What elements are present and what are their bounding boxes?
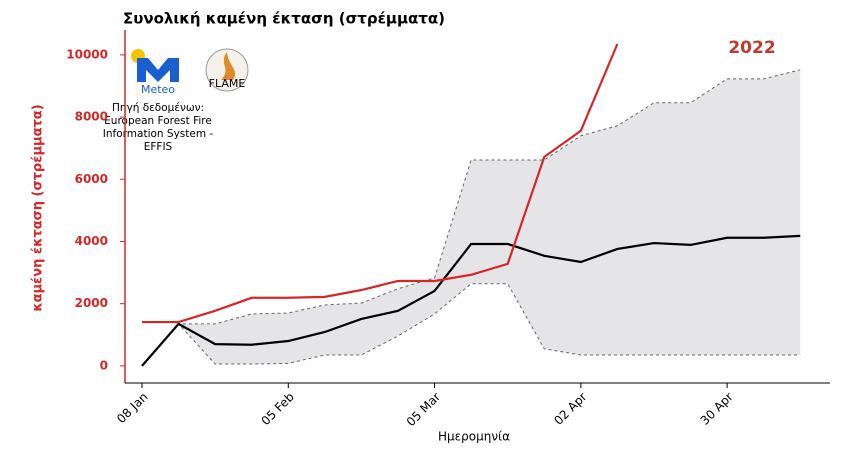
- source-line: Πηγή δεδομένων:: [112, 102, 204, 114]
- source-note: Πηγή δεδομένων:European Forest FireInfor…: [103, 102, 214, 153]
- source-line: European Forest Fire: [104, 115, 212, 127]
- line: [142, 43, 619, 324]
- x-axis-label: Ημερομηνία: [438, 430, 510, 444]
- source-line: Information System -: [103, 128, 214, 140]
- y-tick-label: 2000: [75, 296, 108, 310]
- logo-m: [137, 58, 179, 82]
- legend-label: 2022: [728, 38, 775, 58]
- y-tick-label: 6000: [75, 172, 108, 186]
- logo-flame: [221, 52, 236, 80]
- source-line: EFFIS: [144, 141, 173, 153]
- y-tick-label: 4000: [75, 234, 108, 248]
- chart-title: Συνολική καμένη έκταση (στρέμματα): [123, 10, 445, 28]
- band-fill: [142, 69, 801, 366]
- y-tick-label: 0: [100, 358, 108, 372]
- flame-logo: FLAME: [205, 48, 249, 92]
- line: [141, 234, 801, 367]
- meteo-logo: Meteo: [131, 49, 179, 96]
- logo-text: FLAME: [209, 77, 246, 90]
- y-tick-label: 8000: [75, 110, 108, 124]
- y-tick-label: 10000: [66, 47, 108, 61]
- y-axis-label: καμένη έκταση (στρέμματα): [31, 104, 46, 311]
- band-edge: [141, 283, 801, 367]
- logo-text: Meteo: [141, 83, 175, 96]
